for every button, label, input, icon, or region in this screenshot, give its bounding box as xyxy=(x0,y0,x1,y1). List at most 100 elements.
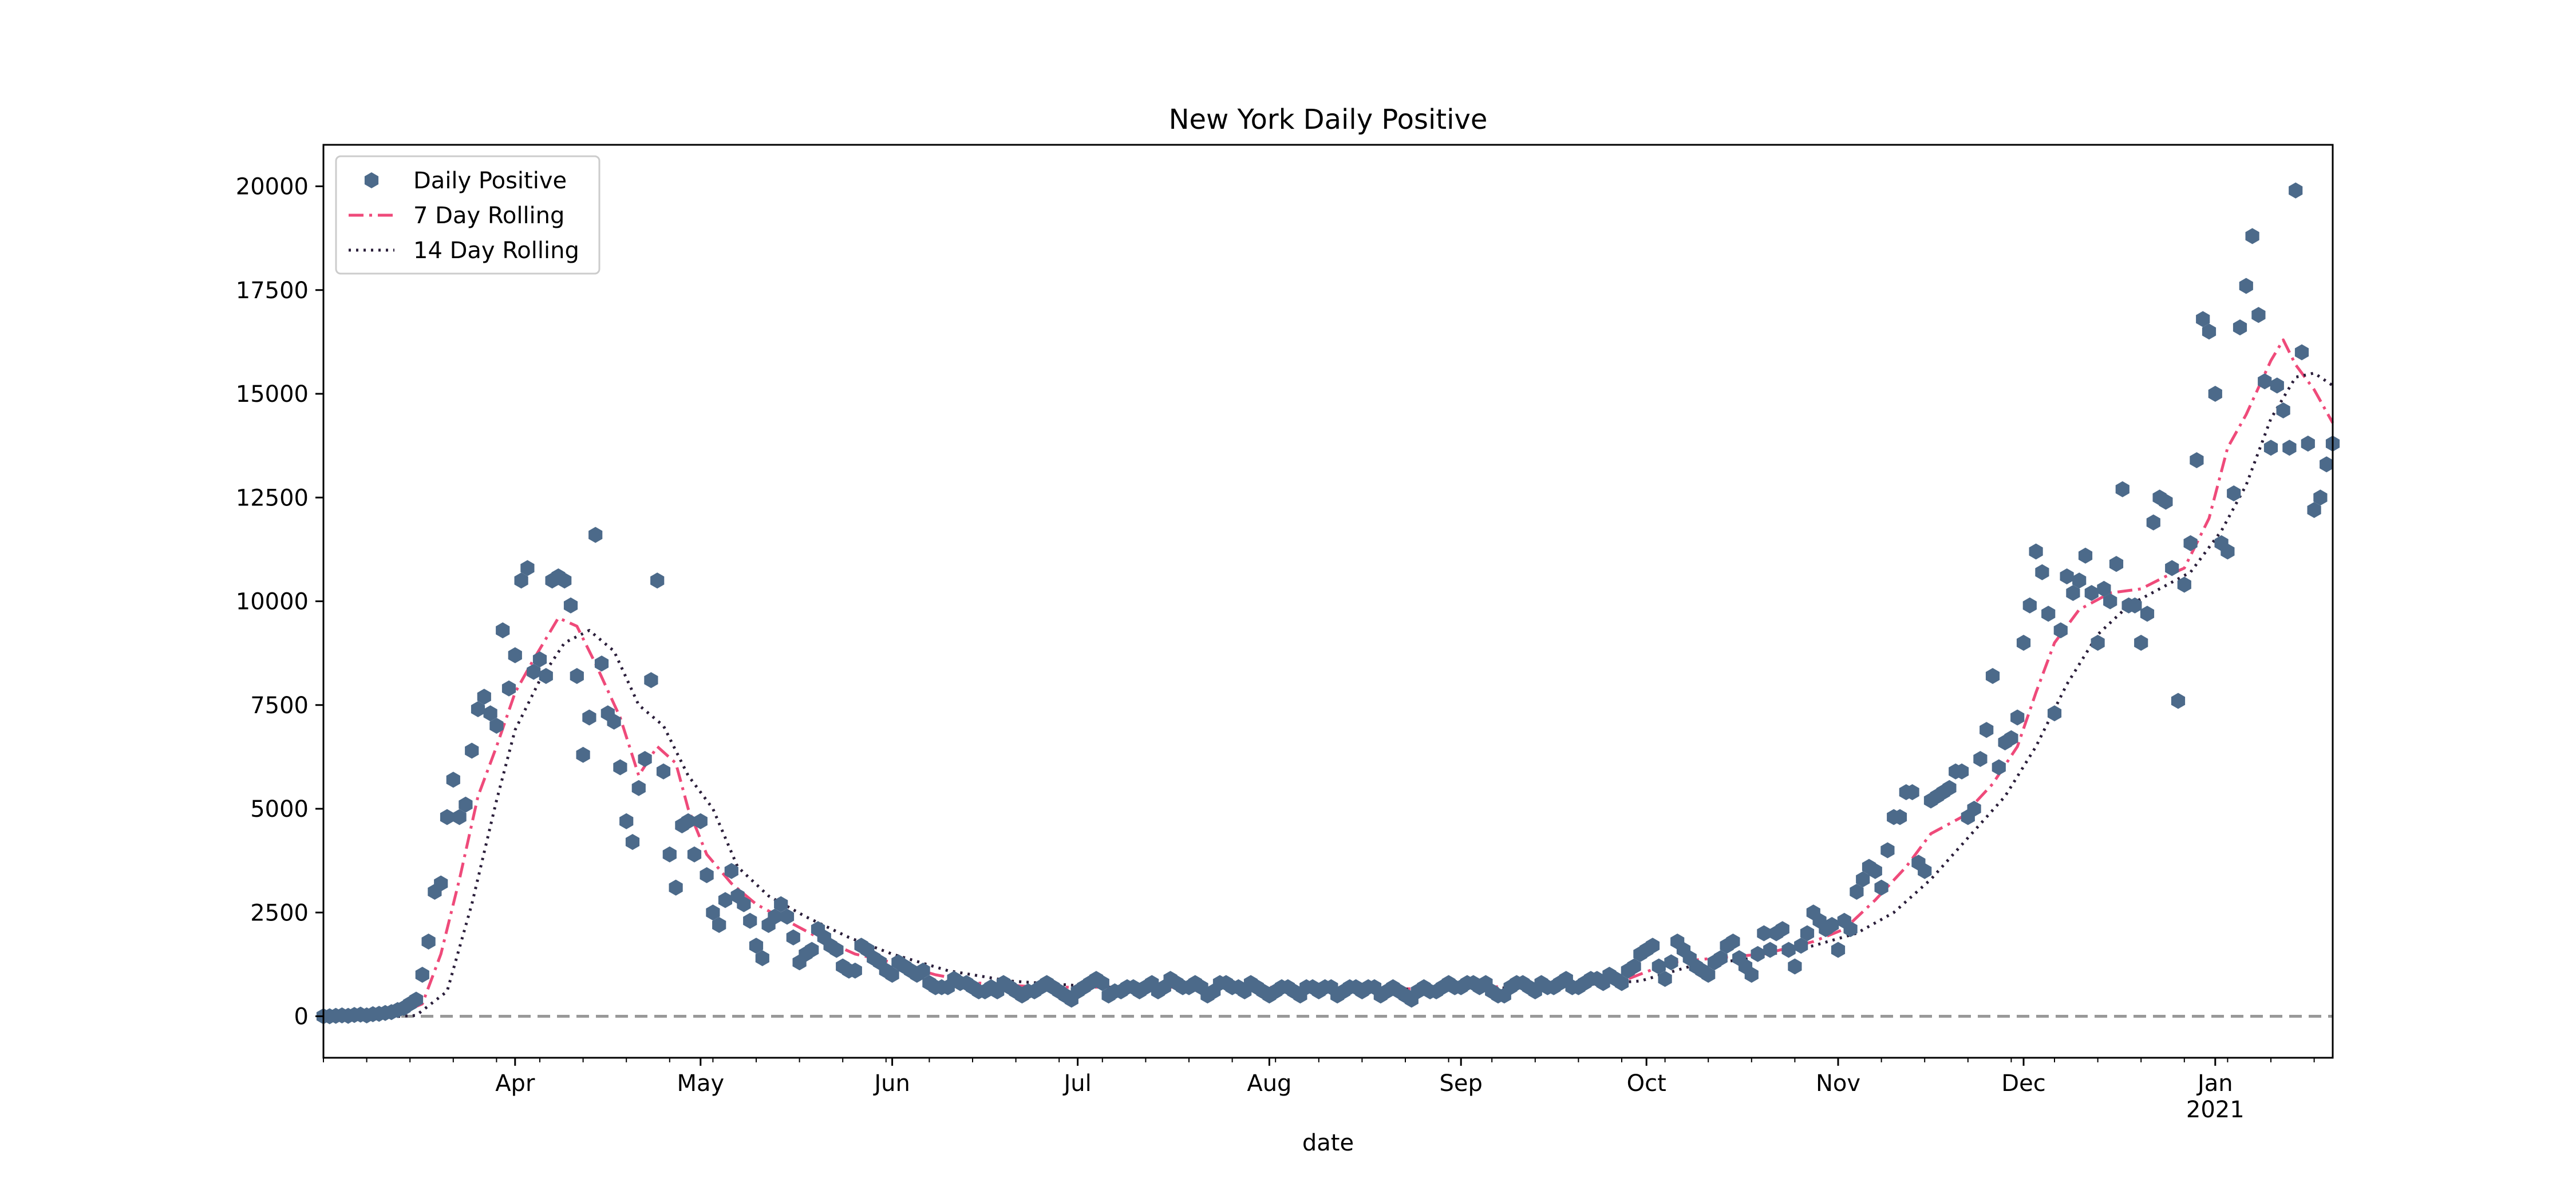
data-point xyxy=(774,896,788,912)
legend-label: Daily Positive xyxy=(413,168,567,194)
data-point xyxy=(638,751,652,767)
data-point xyxy=(1831,942,1846,958)
data-point xyxy=(1614,975,1629,991)
data-point xyxy=(2233,319,2247,335)
data-point xyxy=(1664,954,1678,971)
data-point xyxy=(2029,543,2043,560)
data-point xyxy=(1850,884,1864,900)
data-point xyxy=(532,651,547,667)
data-point xyxy=(2097,580,2111,597)
data-point xyxy=(706,904,720,921)
data-point xyxy=(2035,564,2049,580)
data-point xyxy=(1744,967,1759,983)
data-point xyxy=(2221,543,2235,560)
data-point xyxy=(2053,622,2068,639)
data-point xyxy=(2066,585,2080,601)
data-point xyxy=(2115,481,2129,497)
data-point xyxy=(576,746,590,763)
data-point xyxy=(1942,780,1957,796)
y-tick-label: 10000 xyxy=(236,589,309,615)
data-point xyxy=(2289,182,2303,199)
data-point xyxy=(582,709,596,726)
data-point xyxy=(1874,879,1888,896)
y-tick-label: 12500 xyxy=(236,485,309,511)
x-tick-label: Nov xyxy=(1816,1070,1860,1097)
y-tick-label: 17500 xyxy=(236,278,309,304)
data-point xyxy=(805,942,819,958)
data-point xyxy=(2109,556,2124,572)
data-point xyxy=(2047,705,2062,722)
data-point xyxy=(607,713,621,730)
data-point xyxy=(2258,373,2272,390)
x-axis-label: date xyxy=(1302,1130,1354,1156)
data-point xyxy=(1973,751,1988,767)
data-point xyxy=(700,867,714,883)
data-point xyxy=(459,796,473,813)
data-point xyxy=(421,934,436,950)
data-point xyxy=(786,929,800,946)
y-tick-label: 0 xyxy=(294,1004,309,1030)
data-point xyxy=(1893,809,1907,825)
data-point xyxy=(1843,921,1858,938)
data-point xyxy=(1825,917,1839,933)
data-point xyxy=(2239,278,2253,294)
data-point xyxy=(2022,597,2037,614)
data-point xyxy=(1800,925,1815,942)
data-point xyxy=(631,780,646,796)
data-point xyxy=(434,875,448,892)
data-point xyxy=(563,597,578,614)
data-point xyxy=(2294,344,2309,361)
data-point xyxy=(1905,784,1919,800)
data-point xyxy=(2282,440,2297,456)
data-point xyxy=(2041,606,2056,622)
data-point xyxy=(718,892,733,908)
data-point xyxy=(885,967,899,983)
data-point xyxy=(1980,722,1994,738)
data-point xyxy=(2190,452,2204,468)
data-point xyxy=(1856,871,1870,888)
x-tick-label: Aug xyxy=(1247,1070,1291,1097)
data-point xyxy=(650,572,665,589)
data-point xyxy=(514,572,528,589)
data-point xyxy=(2196,311,2210,327)
data-point xyxy=(613,759,627,776)
data-point xyxy=(594,655,609,672)
data-point xyxy=(2060,568,2074,584)
x-tick-label: May xyxy=(677,1070,724,1097)
data-point xyxy=(520,560,535,576)
data-point xyxy=(1763,942,1777,958)
data-point xyxy=(508,647,522,663)
x-tick-label: Apr xyxy=(495,1070,535,1097)
x-tick-label: Oct xyxy=(1627,1070,1666,1097)
data-point xyxy=(1627,958,1641,975)
data-point xyxy=(2078,547,2093,564)
data-point xyxy=(848,962,862,979)
data-point xyxy=(2320,456,2334,473)
data-point xyxy=(409,991,424,1008)
data-point xyxy=(2313,489,2328,506)
data-point xyxy=(724,863,738,879)
y-tick-label: 15000 xyxy=(236,381,309,408)
data-point xyxy=(656,763,671,780)
data-point xyxy=(1985,668,2000,684)
data-point xyxy=(743,912,757,929)
data-point xyxy=(1726,934,1740,950)
data-point xyxy=(2276,402,2290,418)
x-tick-label: Jan xyxy=(2196,1070,2233,1097)
daily-positive-points xyxy=(316,182,2340,1025)
data-point xyxy=(1868,863,1882,879)
x-tick-label: Sep xyxy=(1440,1070,1483,1097)
data-point xyxy=(2140,606,2155,622)
data-point xyxy=(2307,502,2321,518)
legend: Daily Positive 7 Day Rolling 14 Day Rollin… xyxy=(335,155,600,275)
data-point xyxy=(527,663,541,680)
data-point xyxy=(2171,693,2186,709)
data-point xyxy=(749,938,764,954)
data-point xyxy=(2103,593,2117,610)
data-point xyxy=(687,846,702,863)
x-tick-sublabel: 2021 xyxy=(2186,1097,2245,1123)
data-point xyxy=(712,917,726,933)
x-tick-label: Dec xyxy=(2001,1070,2045,1097)
data-point xyxy=(1095,975,1109,991)
data-point xyxy=(489,718,504,734)
